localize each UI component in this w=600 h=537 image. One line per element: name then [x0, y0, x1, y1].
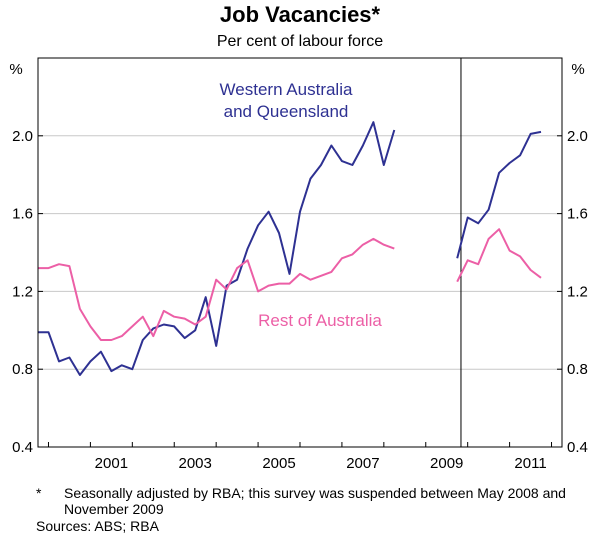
x-tick-label: 2001 — [95, 455, 128, 472]
y-tick-label-left: 1.6 — [12, 206, 33, 223]
y-tick-label-left: 1.2 — [12, 283, 33, 300]
x-tick-label: 2011 — [514, 455, 546, 472]
gridlines — [38, 58, 562, 447]
x-tick-label: 2005 — [262, 455, 295, 472]
axis-labels: 0.4 0.4 0.8 0.8 1.2 1.2 1.6 1.6 2.0 2.0% % 2001 2003… — [9, 61, 588, 472]
chart-title: Job Vacancies* — [219, 2, 381, 27]
y-tick-label-right: 2.0 — [567, 128, 588, 145]
y-unit-right: % — [571, 61, 584, 78]
series-line-wa-qld — [38, 121, 396, 376]
x-tick-label: 2003 — [179, 455, 212, 472]
footnote-text: Seasonally adjusted by RBA; this survey … — [64, 485, 566, 517]
footnote-marker: * — [36, 485, 42, 501]
x-tick-label: 2007 — [346, 455, 379, 472]
series-line-rest-of-australia — [38, 237, 395, 341]
series-label-line: Western Australia — [220, 80, 353, 99]
y-tick-label-right: 1.2 — [567, 283, 588, 300]
series-line-rest-of-australia — [456, 228, 542, 283]
sources-note: Sources: ABS; RBA — [36, 518, 159, 534]
series-lines — [38, 121, 542, 376]
chart-subtitle: Per cent of labour force — [216, 33, 384, 50]
x-tick-label: 2009 — [430, 455, 463, 472]
y-tick-label-left: 0.4 — [12, 439, 33, 456]
series-label-line: and Queensland — [224, 102, 349, 121]
y-tick-label-right: 0.4 — [567, 439, 588, 456]
y-unit-left: % — [9, 61, 22, 78]
series-line-wa-qld — [456, 130, 542, 259]
y-tick-label-left: 0.8 — [12, 361, 33, 378]
axis-ticks — [38, 135, 562, 448]
series-label-rest-of-australia: Rest of Australia — [258, 311, 382, 330]
series-label-line: Rest of Australia — [258, 311, 382, 330]
series-label-wa-qld: Western Australia and Queensland — [220, 80, 353, 121]
y-tick-label-right: 1.6 — [567, 206, 588, 223]
y-tick-label-left: 2.0 — [12, 128, 33, 145]
y-tick-label-right: 0.8 — [567, 361, 588, 378]
